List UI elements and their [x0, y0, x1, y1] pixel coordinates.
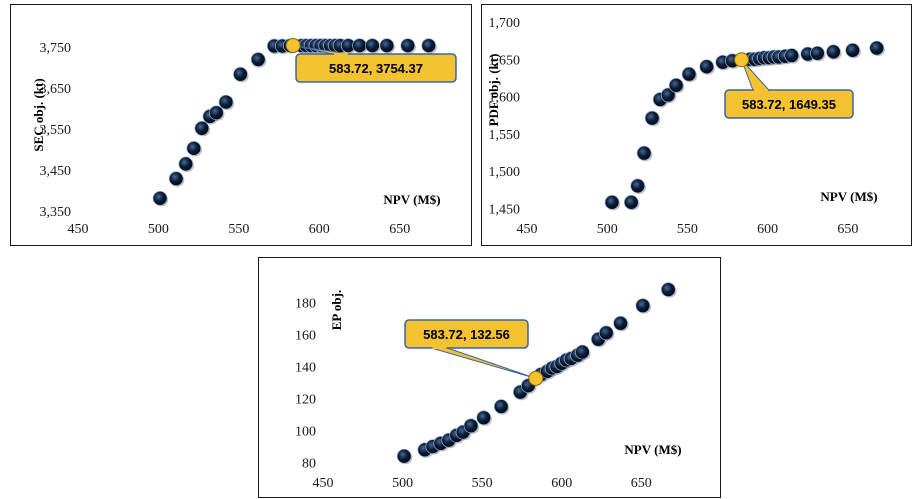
sec-data-point	[168, 171, 184, 187]
pdf-vs-npv-chart: 450 500 550 600 650 1,450 1,500 1,550 1,600 1,650…	[481, 4, 912, 246]
ep-data-point	[660, 282, 676, 297]
sec-x-tick-label: 550	[228, 222, 249, 237]
sec-data-point	[152, 190, 168, 206]
ep-x-tick-label: 500	[392, 476, 413, 491]
sec-x-tick-label: 500	[148, 222, 169, 237]
ep-y-tick-label: 140	[295, 360, 316, 375]
sec-highlight-point	[285, 37, 301, 53]
pdf-chart-svg: 450 500 550 600 650 1,450 1,500 1,550 1,600 1,650…	[486, 16, 885, 237]
pdf-data-point	[668, 77, 684, 93]
pdf-callout: 583.72, 1649.35	[724, 59, 854, 119]
pdf-data-point	[636, 145, 652, 161]
sec-y-tick-label: 3,550	[40, 123, 72, 138]
sec-callout-label: 583.72, 3754.37	[329, 61, 423, 76]
ep-y-axis-title: EP obj.	[329, 290, 344, 330]
pdf-data-point	[681, 66, 697, 82]
pdf-points	[604, 40, 885, 211]
pdf-data-point	[826, 44, 841, 60]
pdf-x-tick-label: 550	[677, 222, 698, 237]
pdf-y-tick-label: 1,500	[489, 165, 521, 180]
sec-x-axis-title: NPV (M$)	[383, 192, 440, 207]
ep-data-point	[396, 448, 412, 464]
ep-vs-npv-chart: 450 500 550 600 650 80 100 120 140 160 180 EP obj. N…	[258, 257, 721, 498]
sec-data-point	[218, 94, 234, 110]
sec-data-point	[352, 38, 367, 53]
ep-data-point	[463, 418, 479, 434]
pdf-y-axis-title: PDF obj. (kt)	[486, 54, 501, 127]
sec-data-point	[365, 38, 380, 53]
ep-data-point	[613, 315, 628, 331]
sec-x-tick-label: 450	[68, 222, 89, 237]
ep-data-point	[476, 410, 492, 426]
ep-y-tick-label: 100	[295, 425, 316, 440]
pdf-x-tick-label: 650	[837, 222, 858, 237]
ep-callout-label: 583.72, 132.56	[423, 327, 510, 342]
pdf-data-point	[630, 178, 646, 194]
pdf-data-point	[660, 87, 676, 103]
sec-callout-box	[295, 53, 457, 83]
ep-points	[396, 282, 677, 465]
pdf-y-tick-label: 1,600	[489, 91, 521, 106]
sec-y-tick-label: 3,350	[40, 205, 72, 220]
pdf-data-point	[845, 42, 861, 58]
ep-data-point	[635, 298, 651, 313]
pdf-x-axis-title: NPV (M$)	[820, 189, 877, 204]
sec-chart-svg: 450 500 550 600 650 3,350 3,450 3,550 3,650 3,750…	[31, 37, 457, 237]
pdf-x-tick-label: 600	[757, 222, 778, 237]
ep-x-axis-title: NPV (M$)	[624, 442, 681, 457]
sec-data-point	[379, 38, 395, 53]
ep-callout-pointer	[431, 347, 536, 379]
pdf-y-tick-label: 1,450	[489, 202, 521, 217]
pdf-x-tick-label: 450	[517, 222, 538, 237]
sec-callout: 583.72, 3754.37	[293, 44, 457, 83]
sec-y-tick-label: 3,750	[40, 41, 72, 56]
ep-callout-box	[404, 319, 529, 349]
pdf-y-tick-label: 1,700	[489, 16, 521, 31]
sec-data-point	[186, 141, 202, 156]
pdf-data-point	[784, 48, 800, 63]
ep-callout: 583.72, 132.56	[404, 319, 536, 379]
ep-chart-svg: 450 500 550 600 650 80 100 120 140 160 180 EP obj. N…	[295, 282, 682, 491]
ep-y-tick-label: 180	[295, 296, 316, 311]
pdf-data-point	[699, 59, 715, 75]
sec-y-axis-title: SEC obj. (kt)	[31, 78, 46, 151]
sec-data-point	[400, 38, 416, 53]
ep-data-point	[575, 344, 590, 360]
pdf-data-point	[810, 45, 825, 61]
pdf-y-tick-label: 1,650	[489, 53, 521, 68]
ep-x-tick-label: 650	[631, 476, 652, 491]
sec-data-point	[421, 38, 437, 53]
ep-highlight-point	[528, 370, 544, 386]
ep-x-tick-label: 600	[551, 476, 572, 491]
sec-data-point	[178, 156, 194, 172]
sec-y-tick-label: 3,450	[40, 164, 72, 179]
sec-x-tick-label: 600	[309, 222, 330, 237]
pdf-data-point	[623, 194, 639, 210]
sec-data-point	[208, 105, 224, 121]
ep-y-tick-label: 80	[302, 457, 316, 472]
pdf-data-point	[604, 194, 620, 210]
ep-y-tick-label: 160	[295, 328, 316, 343]
pdf-data-point	[869, 40, 885, 56]
pdf-y-tick-label: 1,550	[489, 128, 521, 143]
ep-data-point	[598, 325, 614, 341]
pdf-callout-label: 583.72, 1649.35	[742, 97, 836, 112]
sec-y-tick-label: 3,650	[40, 82, 72, 97]
ep-x-tick-label: 550	[472, 476, 493, 491]
pdf-highlight-point	[734, 52, 750, 68]
sec-x-tick-label: 650	[389, 222, 410, 237]
sec-data-point	[194, 120, 210, 136]
sec-data-point	[233, 66, 248, 82]
pdf-data-point	[644, 110, 660, 126]
sec-vs-npv-chart: 450 500 550 600 650 3,350 3,450 3,550 3,650 3,750…	[10, 4, 472, 246]
ep-y-tick-label: 120	[295, 393, 316, 408]
pdf-x-tick-label: 500	[597, 222, 618, 237]
pdf-callout-box	[724, 89, 854, 119]
ep-x-tick-label: 450	[313, 476, 334, 491]
ep-data-point	[493, 399, 509, 414]
sec-data-point	[250, 52, 266, 67]
